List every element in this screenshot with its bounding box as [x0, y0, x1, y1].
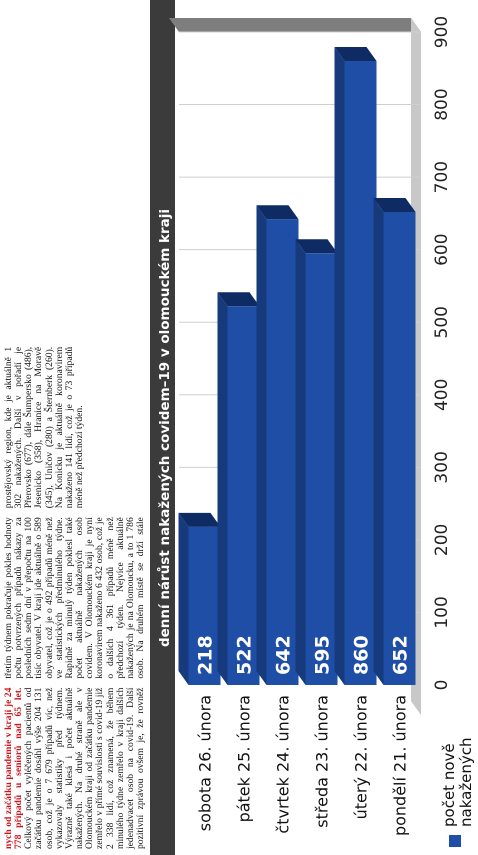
x-tick-label: 400 — [432, 379, 452, 411]
bar — [305, 253, 338, 685]
x-tick-label: 500 — [432, 306, 452, 338]
category-label: sobota 26. února — [196, 695, 215, 831]
bar — [344, 61, 377, 685]
category-label: úterý 22. února — [352, 695, 371, 819]
x-tick-label: 900 — [432, 16, 452, 48]
bar-value-label: 860 — [351, 635, 373, 675]
bar-value-label: 595 — [312, 635, 334, 675]
chart-back-wall — [169, 18, 421, 32]
chart-title: denní nárůst nakažených covidem–19 v olo… — [156, 209, 173, 647]
bar-top-face — [217, 292, 228, 685]
bar — [227, 306, 260, 685]
legend-label: počet nověnakažených — [440, 737, 475, 827]
bar-side-face — [178, 512, 221, 527]
x-tick-label: 800 — [432, 88, 452, 120]
chart-area: denní nárůst nakažených covidem–19 v olo… — [150, 0, 478, 855]
x-tick-label: 600 — [432, 233, 452, 265]
bar-side-face — [256, 205, 299, 220]
category-label: pondělí 21. února — [391, 695, 410, 836]
bar-top-face — [178, 512, 189, 685]
category-label: pátek 25. února — [235, 695, 254, 822]
bar-side-face — [217, 292, 260, 307]
x-tick-label: 300 — [432, 451, 452, 483]
article-lead-red: nych od začátku pandemie v kraji je 24 7… — [3, 687, 25, 849]
x-tick-label: 0 — [432, 680, 452, 691]
bar-side-face — [334, 47, 377, 62]
bar-value-label: 522 — [234, 635, 256, 675]
bar-value-label: 218 — [195, 635, 217, 675]
legend-swatch — [449, 835, 461, 847]
bar-top-face — [334, 47, 345, 685]
bar — [188, 526, 221, 685]
bar-top-face — [256, 205, 267, 685]
bar — [383, 211, 416, 685]
bar-side-face — [295, 239, 338, 254]
category-label: středa 23. února — [313, 695, 332, 828]
article-text: nych od začátku pandemie v kraji je 24 7… — [0, 0, 150, 855]
bar-top-face — [373, 197, 384, 685]
bar-side-face — [373, 197, 416, 212]
bar — [266, 219, 299, 685]
article-body: Celkový počet vyléčených pacientů od zač… — [3, 346, 147, 849]
x-tick-label: 700 — [432, 161, 452, 193]
category-label: čtvrtek 24. února — [274, 695, 293, 834]
bar-chart: denní nárůst nakažených covidem–19 v olo… — [153, 0, 475, 855]
chart-title-band — [153, 0, 175, 855]
bar-value-label: 652 — [390, 635, 412, 675]
x-tick-label: 100 — [432, 596, 452, 628]
x-tick-label: 200 — [432, 524, 452, 556]
bar-value-label: 642 — [273, 635, 295, 675]
bar-top-face — [295, 239, 306, 685]
